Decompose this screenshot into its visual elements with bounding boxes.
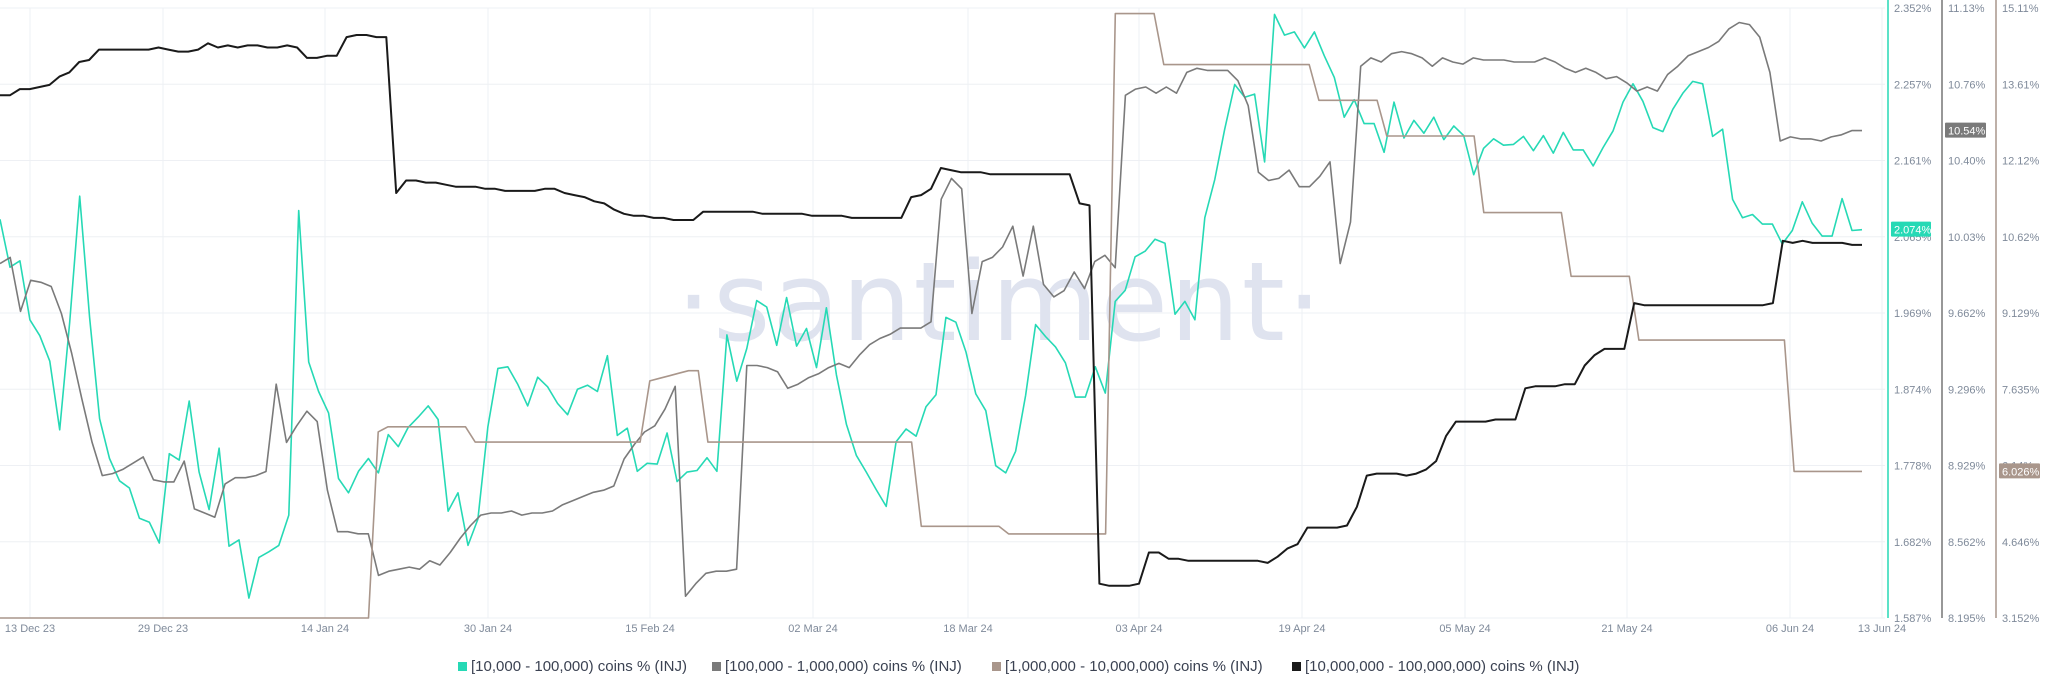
last-value-badge — [1999, 463, 2040, 479]
x-tick-label: 13 Dec 23 — [5, 623, 55, 635]
y-tick-label: 2.352% — [1894, 3, 1932, 15]
y-tick-label: 1.969% — [1894, 308, 1932, 320]
y-tick-label: 4.646% — [2002, 537, 2040, 549]
y-tick-label: 10.76% — [1948, 79, 1986, 91]
y-tick-label: 7.635% — [2002, 384, 2040, 396]
series-line-3 — [0, 12, 1862, 619]
x-tick-label: 19 Apr 24 — [1278, 623, 1325, 635]
legend-item-label[interactable]: [10,000,000 - 100,000,000) coins % (INJ) — [1305, 658, 1579, 675]
x-tick-label: 18 Mar 24 — [943, 623, 993, 635]
x-tick-label: 29 Dec 23 — [138, 623, 188, 635]
y-tick-label: 15.11% — [2002, 3, 2039, 15]
y-tick-label: 1.682% — [1894, 537, 1932, 549]
x-tick-label: 21 May 24 — [1601, 623, 1652, 635]
legend-item-label[interactable]: [100,000 - 1,000,000) coins % (INJ) — [725, 658, 962, 675]
series-line-4 — [0, 34, 1862, 587]
legend-swatch[interactable] — [712, 662, 721, 671]
legend[interactable]: [10,000 - 100,000) coins % (INJ) [100,000… — [458, 658, 1579, 675]
y-tick-label: 9.129% — [2002, 308, 2040, 320]
y-tick-label: 9.296% — [1948, 384, 1986, 396]
legend-item-label[interactable]: [1,000,000 - 10,000,000) coins % (INJ) — [1005, 658, 1263, 675]
watermark: ·santiment· — [676, 238, 1324, 366]
last-value-badge-text: 10.54% — [1948, 126, 1986, 138]
x-tick-label: 03 Apr 24 — [1115, 623, 1162, 635]
x-tick-label: 15 Feb 24 — [625, 623, 675, 635]
grid — [0, 7, 1885, 619]
y-tick-label: 9.662% — [1948, 308, 1986, 320]
x-tick-label: 02 Mar 24 — [788, 623, 838, 635]
y-tick-label: 10.03% — [1948, 232, 1986, 244]
y-tick-label: 1.778% — [1894, 461, 1932, 473]
series-line-2 — [0, 21, 1862, 597]
x-tick-label: 30 Jan 24 — [464, 623, 512, 635]
y-tick-label: 12.12% — [2002, 156, 2040, 168]
series-line-1 — [0, 13, 1863, 599]
x-axis-ticks: 13 Dec 23 29 Dec 23 14 Jan 24 30 Jan 24 15 F… — [5, 623, 1906, 635]
last-value-badge — [1945, 122, 1986, 138]
badges: 2.074% 10.54% 6.026% — [1891, 122, 2040, 479]
y-tick-label: 8.562% — [1948, 537, 1986, 549]
last-value-badge — [1891, 221, 1931, 237]
legend-swatch[interactable] — [1292, 662, 1301, 671]
x-tick-label: 05 May 24 — [1439, 623, 1490, 635]
legend-swatch[interactable] — [992, 662, 1001, 671]
y-tick-label: 3.152% — [2002, 613, 2040, 625]
series-layer — [0, 12, 1863, 619]
x-tick-label: 13 Jun 24 — [1858, 623, 1906, 635]
y-tick-label: 10.40% — [1948, 156, 1986, 168]
y-tick-label: 2.161% — [1894, 156, 1932, 168]
axes-layer: 2.352%2.257%2.161%2.065%1.969%1.874%1.77… — [1887, 0, 2040, 625]
y-tick-label: 11.13% — [1948, 3, 1985, 15]
y-tick-label: 13.61% — [2002, 79, 2040, 91]
y-tick-label: 10.62% — [2002, 232, 2040, 244]
last-value-badge-text: 6.026% — [2002, 466, 2040, 478]
y-tick-label: 2.257% — [1894, 79, 1932, 91]
y-tick-label: 8.195% — [1948, 613, 1986, 625]
y-tick-label: 1.874% — [1894, 384, 1932, 396]
y-tick-label: 1.587% — [1894, 613, 1932, 625]
y-tick-label: 8.929% — [1948, 461, 1986, 473]
legend-swatch[interactable] — [458, 662, 467, 671]
x-tick-label: 14 Jan 24 — [301, 623, 349, 635]
last-value-badge-text: 2.074% — [1894, 225, 1932, 237]
legend-item-label[interactable]: [10,000 - 100,000) coins % (INJ) — [471, 658, 687, 675]
x-tick-label: 06 Jun 24 — [1766, 623, 1814, 635]
